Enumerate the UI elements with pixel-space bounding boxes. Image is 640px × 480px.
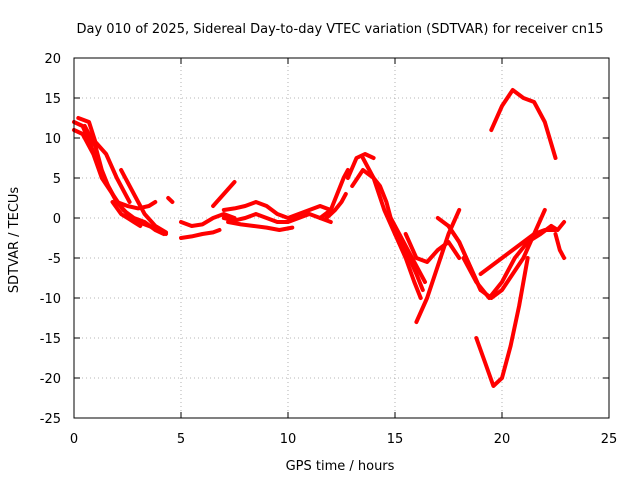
series-track-26 [474, 256, 530, 388]
series-track-1 [72, 120, 168, 236]
y-tick-label: 10 [44, 132, 61, 147]
series-track-15 [324, 192, 348, 220]
y-tick-label: -15 [40, 332, 61, 347]
axis-ticks [73, 57, 610, 419]
y-tick-label: 5 [53, 172, 61, 187]
x-axis-label: GPS time / hours [286, 459, 395, 474]
series-track-21 [414, 208, 462, 324]
y-axis-label: SDTVAR / TECUs [7, 187, 22, 294]
y-tick-label: -10 [40, 292, 61, 307]
series-track-29 [549, 220, 567, 232]
series-track-10 [211, 180, 237, 208]
data-series [72, 88, 567, 388]
x-tick-label: 15 [387, 432, 404, 447]
series-track-9 [179, 212, 237, 228]
x-tick-label: 25 [601, 432, 618, 447]
series-track-27 [489, 88, 558, 160]
series-track-16 [345, 152, 376, 180]
series-track-8 [179, 228, 222, 240]
y-tick-label: 20 [44, 52, 61, 67]
series-track-6 [110, 200, 143, 228]
series-track-17 [350, 168, 423, 300]
y-tick-labels: -25 -20 -15 -10 -5 0 5 10 15 20 [40, 52, 61, 427]
x-tick-label: 10 [280, 432, 297, 447]
series-track-3 [76, 116, 132, 204]
series-track-28 [553, 232, 567, 260]
series-track-13 [226, 220, 295, 232]
x-tick-labels: 0 5 10 15 20 25 [70, 432, 617, 447]
series-track-7 [166, 196, 175, 204]
series-track-4 [82, 124, 158, 211]
x-tick-label: 5 [177, 432, 185, 447]
series-track-20 [403, 232, 462, 264]
y-tick-label: -20 [40, 372, 61, 387]
x-tick-label: 0 [70, 432, 78, 447]
y-tick-label: -25 [40, 412, 61, 427]
series-track-11 [221, 200, 333, 220]
series-track-25 [478, 228, 558, 276]
y-tick-label: -5 [48, 252, 61, 267]
series-track-5 [119, 168, 168, 235]
x-tick-label: 20 [494, 432, 511, 447]
plot-frame [73, 57, 610, 419]
series-track-12 [221, 212, 333, 224]
series-track-18 [360, 156, 425, 292]
chart-title: Day 010 of 2025, Sidereal Day-to-day VTE… [76, 22, 603, 37]
series-track-23 [446, 208, 547, 300]
series-track-24 [461, 224, 554, 300]
series-track-19 [388, 216, 427, 284]
y-tick-label: 15 [44, 92, 61, 107]
y-tick-label: 0 [53, 212, 61, 227]
series-track-14 [318, 168, 350, 220]
